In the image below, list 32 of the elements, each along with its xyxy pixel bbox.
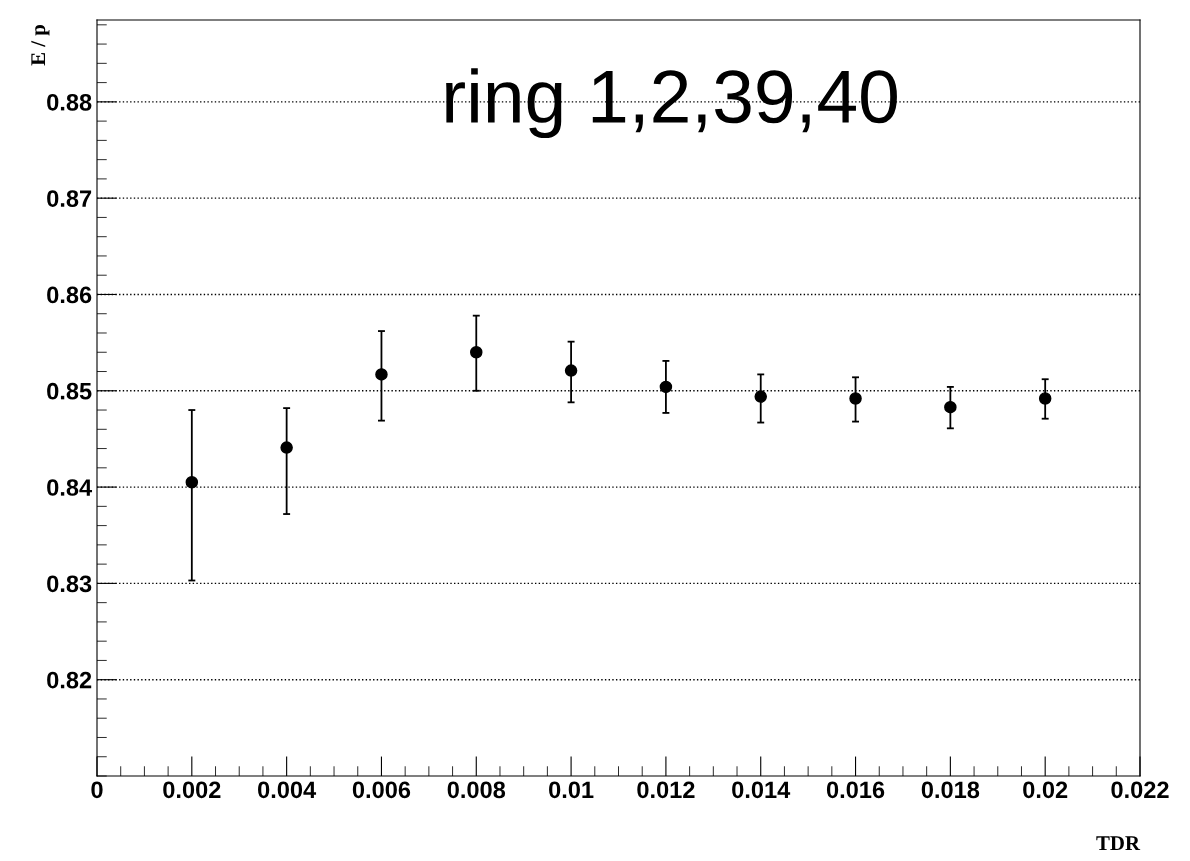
x-tick-label: 0.002 <box>163 781 221 799</box>
y-axis-title: E / p <box>31 25 50 66</box>
point <box>659 380 673 394</box>
x-tick-label: 0.018 <box>921 781 980 799</box>
x-axis-title: TDR <box>1096 836 1141 851</box>
point <box>185 476 199 489</box>
x-tick-label: 0.008 <box>447 781 506 799</box>
point <box>849 392 862 405</box>
y-tick-label: 0.87 <box>47 190 92 207</box>
x-tick-label: 0.02 <box>1023 781 1068 799</box>
y-tick-label: 0.88 <box>47 93 92 111</box>
x-tick-label: 0.016 <box>826 781 885 799</box>
y-tick-label: 0.84 <box>47 479 93 496</box>
x-tick-label: 0.004 <box>258 781 317 799</box>
y-tick-label: 0.83 <box>47 575 92 593</box>
annotation: ring 1,2,39,40 <box>446 68 897 139</box>
point <box>375 368 388 381</box>
x-tick-label: 0.014 <box>732 781 791 799</box>
point <box>754 390 767 403</box>
point <box>944 400 957 414</box>
y-tick-label: 0.85 <box>47 382 92 400</box>
x-tick-label: 0 <box>91 781 103 799</box>
y-tick-label: 0.82 <box>47 671 92 689</box>
x-tick-label: 0.01 <box>549 781 594 799</box>
point <box>1038 392 1052 405</box>
y-tick-label: 0.86 <box>47 286 92 304</box>
x-tick-label: 0.006 <box>352 781 411 799</box>
point <box>470 346 483 359</box>
point <box>564 364 578 377</box>
x-tick-label: 0.022 <box>1111 781 1169 799</box>
x-tick-label: 0.012 <box>637 781 695 799</box>
point <box>280 441 293 454</box>
